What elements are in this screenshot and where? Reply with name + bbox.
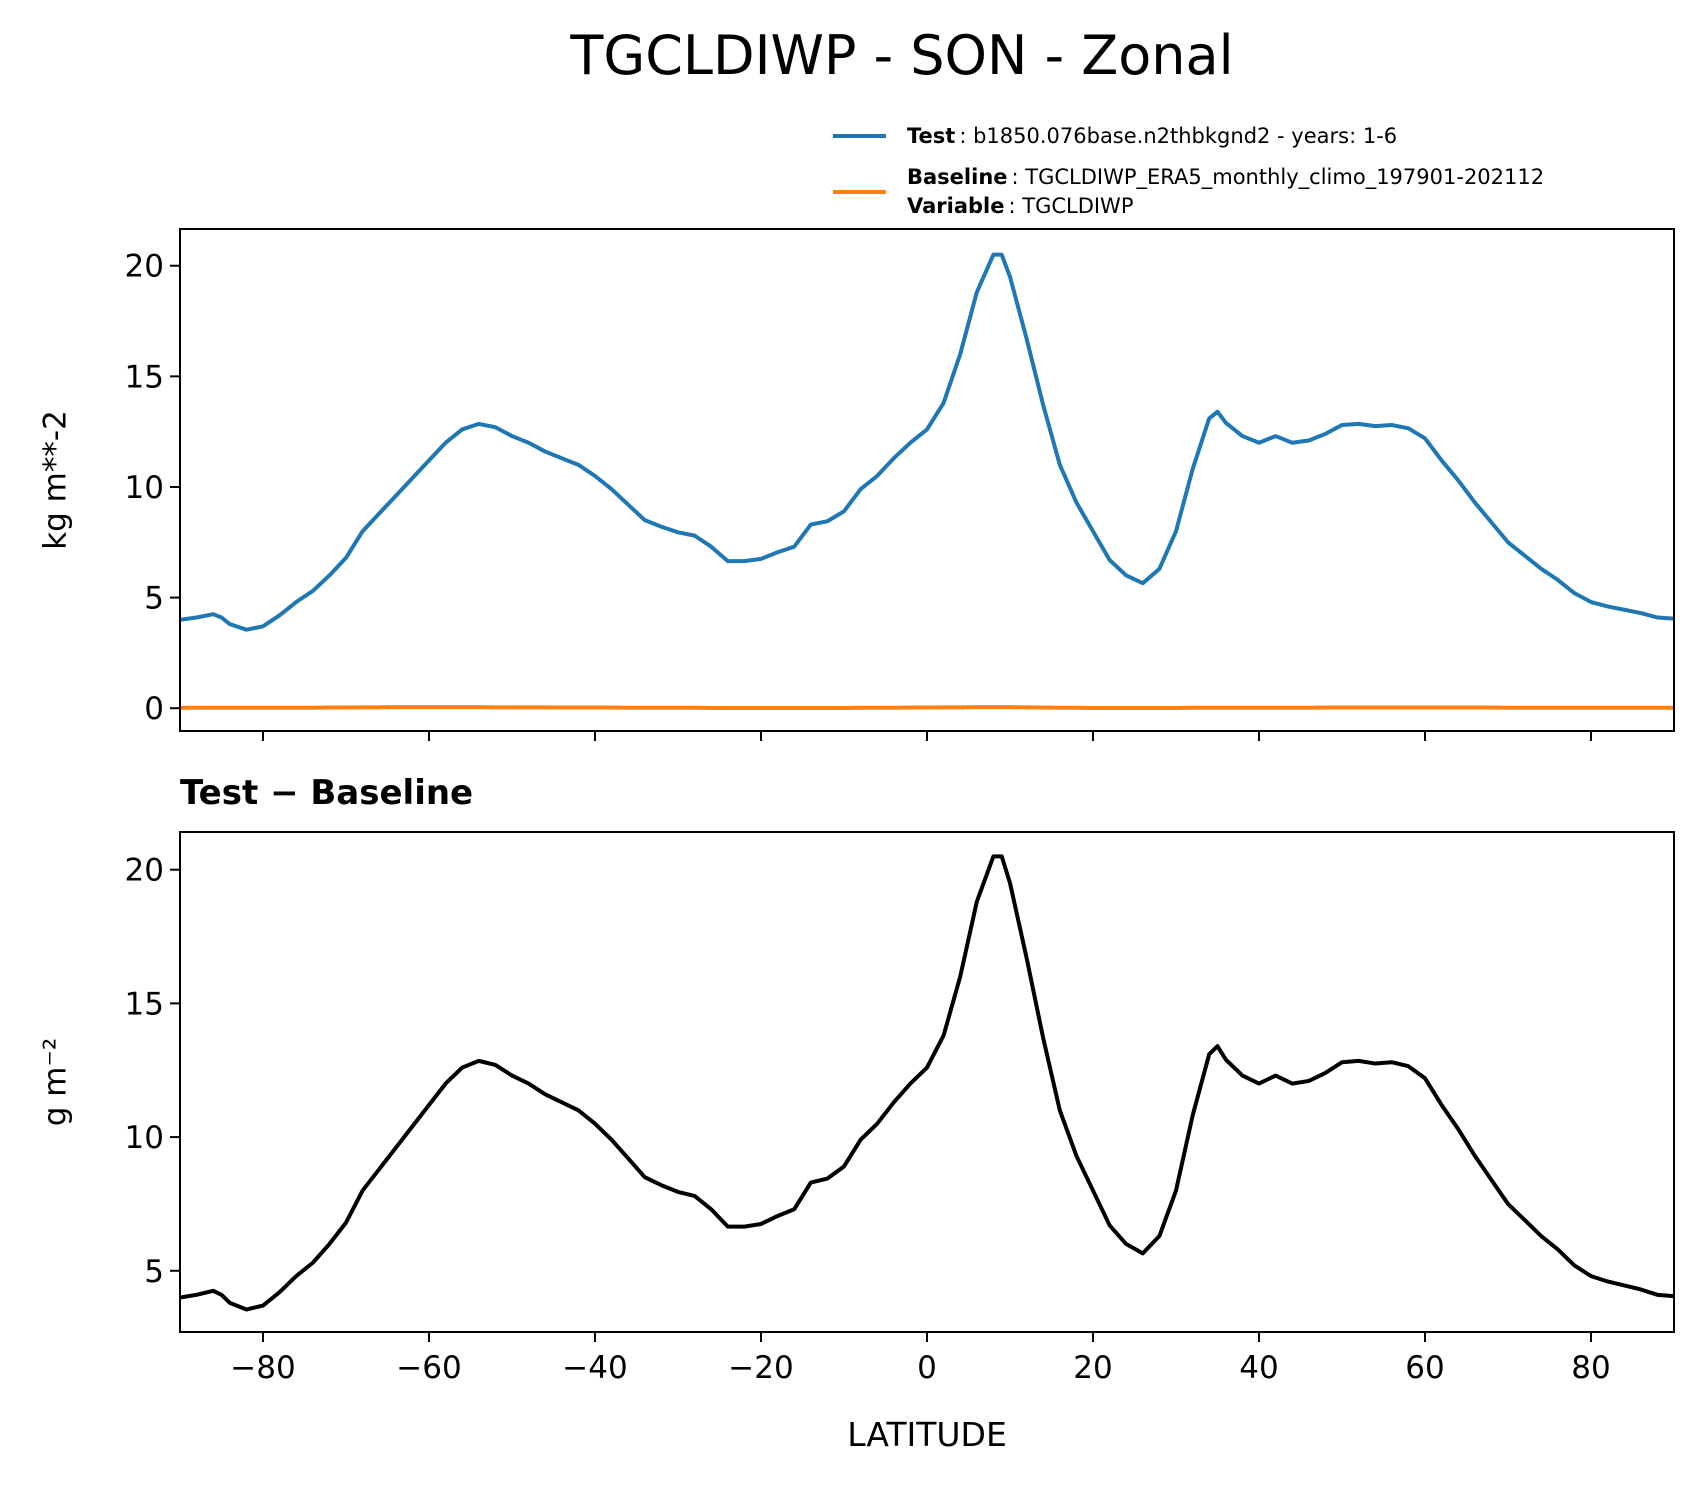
legend-detail: : b1850.076base.n2thbkgnd2 - years: 1-6 — [959, 124, 1397, 148]
x-tick-label: −60 — [396, 1350, 461, 1386]
x-tick-label: −80 — [230, 1350, 295, 1386]
legend-text: Variable: TGCLDIWP — [907, 194, 1134, 218]
y-tick-label: 10 — [125, 1120, 164, 1156]
y-tick-label: 15 — [125, 359, 164, 395]
legend-text: Test: b1850.076base.n2thbkgnd2 - years: … — [907, 124, 1397, 148]
y-tick-label: 10 — [125, 470, 164, 506]
y-tick-label: 5 — [144, 1254, 164, 1290]
legend-name: Variable — [907, 194, 1004, 218]
x-tick-label: 60 — [1405, 1350, 1444, 1386]
series-line — [180, 252, 1674, 632]
y-tick-label: 20 — [125, 853, 164, 889]
subplot-title: Test − Baseline — [180, 773, 473, 813]
chart-title: TGCLDIWP - SON - Zonal — [569, 24, 1233, 87]
series-line — [180, 854, 1674, 1312]
y-tick-label: 20 — [125, 249, 164, 285]
x-tick-label: 20 — [1073, 1350, 1112, 1386]
x-tick-label: 40 — [1239, 1350, 1278, 1386]
series-line — [180, 705, 1674, 710]
legend-text: Baseline: TGCLDIWP_ERA5_monthly_climo_19… — [907, 165, 1544, 190]
y-tick-label: 15 — [125, 986, 164, 1022]
x-tick-label: 0 — [917, 1350, 937, 1386]
legend-detail: : TGCLDIWP — [1008, 194, 1133, 218]
legend-name: Test — [907, 124, 955, 148]
legend-name: Baseline — [907, 165, 1008, 189]
y-axis-label: kg m**-2 — [38, 410, 74, 550]
x-tick-label: 80 — [1571, 1350, 1610, 1386]
x-axis-label: LATITUDE — [847, 1415, 1007, 1454]
y-tick-label: 0 — [144, 691, 164, 727]
y-tick-label: 5 — [144, 581, 164, 617]
legend-detail: : TGCLDIWP_ERA5_monthly_climo_197901-202… — [1012, 165, 1545, 190]
x-tick-label: −40 — [562, 1350, 627, 1386]
y-axis-label: g m⁻² — [38, 1038, 74, 1127]
x-tick-label: −20 — [728, 1350, 793, 1386]
